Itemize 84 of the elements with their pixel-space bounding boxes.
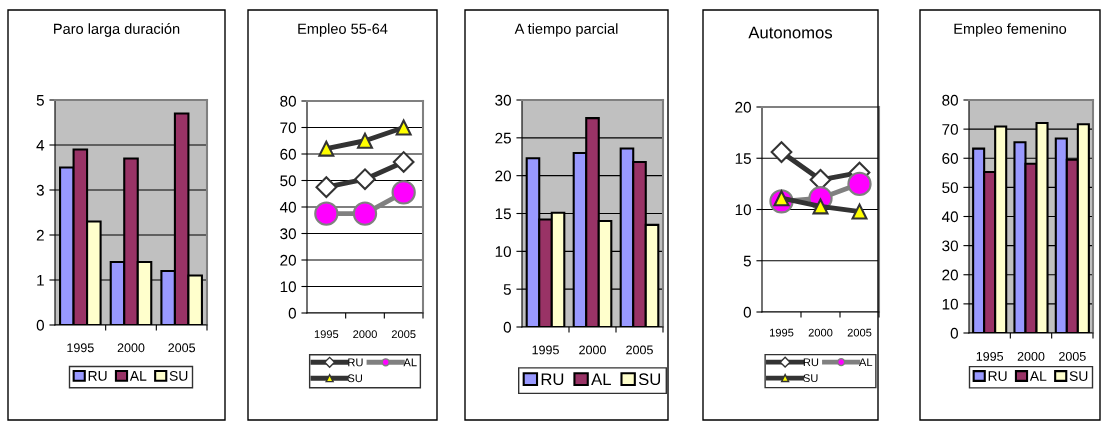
y-tick-label: 20: [495, 170, 511, 182]
x-tick-label: 2000: [353, 330, 377, 339]
legend-label: AL: [1029, 371, 1047, 381]
x-tick-label: 2005: [1059, 351, 1086, 361]
point: [395, 119, 412, 136]
x-tick-label: 2000: [1017, 351, 1045, 361]
point: [352, 201, 378, 226]
point: [392, 151, 415, 173]
y-tick-label: 30: [495, 94, 511, 106]
y-tick-label: 50: [280, 175, 296, 187]
y-tick-label: 20: [280, 254, 296, 266]
y-tick-label: 10: [735, 204, 751, 216]
legend-label: RU: [803, 358, 819, 367]
y-tick-label: 20: [942, 269, 958, 281]
y-tick-label: 0: [36, 319, 44, 331]
y-tick-label: 5: [743, 255, 751, 267]
legend-label: SU: [1069, 371, 1088, 381]
y-tick-label: 4: [36, 140, 45, 151]
point: [770, 141, 793, 163]
point: [354, 168, 376, 191]
x-tick-label: 1995: [67, 343, 94, 353]
legend-label: RU: [541, 373, 564, 386]
point: [812, 198, 829, 215]
point: [851, 203, 868, 220]
y-tick-label: 80: [942, 94, 958, 106]
chart-title: Empleo femenino: [954, 23, 1067, 37]
y-tick-label: 30: [942, 240, 958, 252]
y-tick-label: 5: [36, 95, 44, 106]
chart-title: Paro larga duración: [54, 23, 180, 37]
x-tick-label: 2005: [626, 345, 653, 355]
x-tick-label: 2000: [579, 345, 606, 355]
y-tick-label: 20: [735, 101, 751, 113]
y-tick-label: 60: [942, 153, 958, 164]
legend-label: SU: [638, 373, 661, 386]
point: [314, 201, 339, 226]
legend-label: SU: [169, 370, 188, 381]
y-tick-label: 25: [495, 132, 511, 144]
y-tick-label: 70: [942, 123, 958, 135]
y-tick-label: 10: [280, 281, 296, 293]
x-tick-label: 1995: [532, 345, 559, 355]
legend-label: SU: [347, 374, 362, 383]
x-tick-label: 2005: [168, 343, 196, 353]
y-tick-label: 30: [280, 228, 296, 240]
x-tick-label: 2005: [847, 328, 872, 337]
y-tick-label: 0: [288, 307, 296, 319]
y-tick-label: 10: [942, 298, 958, 310]
x-tick-label: 2005: [391, 330, 416, 339]
legend-label: AL: [591, 373, 611, 385]
chart-title: A tiempo parcial: [514, 23, 618, 37]
y-tick-label: 50: [942, 182, 958, 194]
y-tick-label: 60: [280, 148, 296, 160]
y-tick-label: 40: [279, 201, 296, 213]
legend-label: AL: [129, 371, 147, 381]
y-tick-label: 0: [743, 306, 751, 318]
legend-label: AL: [403, 358, 417, 367]
y-tick-label: 40: [941, 211, 958, 223]
point: [357, 132, 373, 149]
y-tick-label: 15: [495, 208, 511, 220]
y-tick-label: 3: [36, 184, 44, 196]
legend-label: AL: [858, 358, 873, 367]
legend-label: RU: [348, 358, 363, 367]
y-tick-label: 1: [37, 275, 44, 286]
legend-label: RU: [988, 371, 1007, 381]
y-tick-label: 15: [735, 153, 751, 164]
y-tick-label: 0: [503, 321, 511, 333]
y-tick-label: 70: [280, 122, 296, 134]
chart-title: Autonomos: [748, 26, 833, 39]
x-tick-label: 1995: [976, 351, 1004, 361]
legend-label: SU: [803, 374, 818, 383]
x-tick-label: 2000: [117, 343, 145, 353]
y-tick-label: 0: [950, 327, 958, 339]
x-tick-label: 1995: [314, 330, 339, 339]
x-tick-label: 1995: [769, 328, 794, 337]
x-tick-label: 2000: [808, 328, 833, 337]
chart-title: Empleo 55-64: [298, 23, 388, 37]
y-tick-label: 5: [503, 284, 511, 295]
point: [847, 171, 872, 197]
point: [318, 140, 335, 157]
y-tick-label: 80: [280, 95, 296, 107]
y-tick-label: 2: [36, 229, 44, 241]
y-tick-label: 10: [495, 246, 511, 258]
legend-label: RU: [88, 371, 107, 381]
point: [391, 180, 416, 205]
point: [315, 176, 338, 198]
